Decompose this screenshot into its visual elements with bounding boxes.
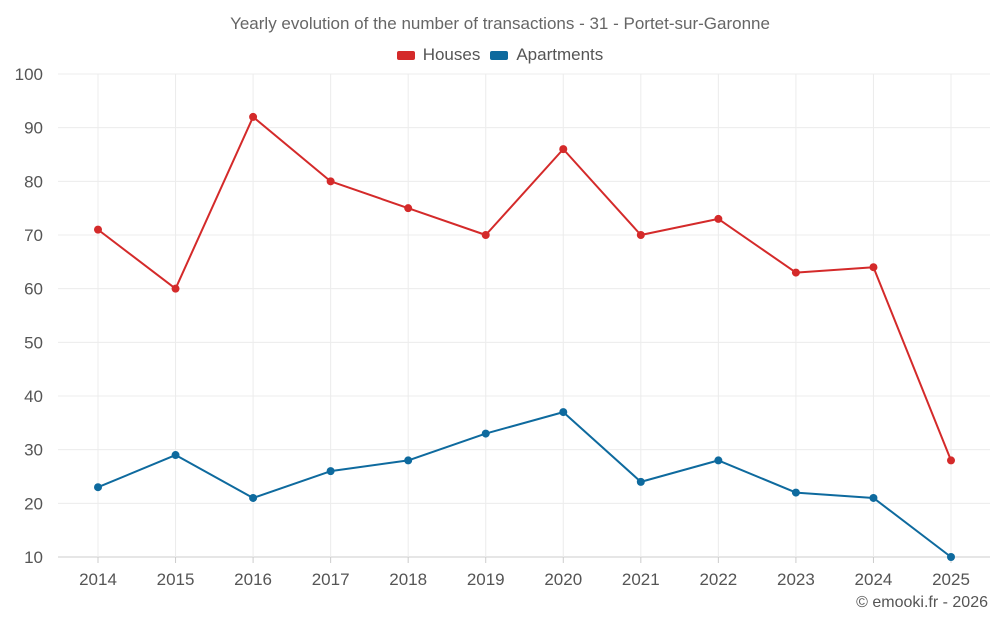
y-tick-label: 70 [24,226,43,245]
x-tick-label: 2021 [622,570,660,589]
legend: Houses Apartments [0,45,1000,65]
x-tick-label: 2025 [932,570,970,589]
data-point-apartments[interactable] [791,488,800,497]
data-point-apartments[interactable] [559,408,568,417]
data-point-apartments[interactable] [404,456,413,465]
legend-label-houses: Houses [422,45,481,64]
legend-label-apartments: Apartments [516,45,604,64]
data-point-apartments[interactable] [249,493,258,502]
data-point-houses[interactable] [791,268,800,277]
data-point-houses[interactable] [94,225,102,234]
x-tick-label: 2018 [389,570,427,589]
series-line-houses [97,115,952,461]
data-point-apartments[interactable] [171,451,180,460]
grid [58,73,990,558]
data-point-apartments[interactable] [636,477,645,486]
y-tick-label: 90 [24,119,43,138]
x-tick-label: 2017 [312,570,350,589]
data-point-houses[interactable] [326,177,335,186]
series-houses [94,112,955,465]
x-tick-label: 2020 [544,570,582,589]
legend-swatch-apartments [490,50,509,60]
x-tick-label: 2019 [467,570,505,589]
y-tick-label: 10 [24,548,43,567]
data-point-houses[interactable] [636,231,645,239]
y-tick-label: 50 [24,333,43,352]
data-point-houses[interactable] [404,204,413,213]
legend-swatch-houses [396,50,415,60]
data-point-houses[interactable] [869,263,878,272]
series-apartments [94,408,955,561]
series-line-apartments [97,411,952,558]
y-tick-label: 100 [15,65,43,84]
credit-text: © emooki.fr - 2026 [856,594,988,611]
data-point-apartments[interactable] [947,553,955,561]
legend-item-houses[interactable]: Houses [396,45,481,65]
x-tick-label: 2016 [234,570,272,589]
y-tick-label: 80 [24,172,43,191]
data-point-apartments[interactable] [94,483,102,492]
legend-item-apartments[interactable]: Apartments [490,45,603,65]
data-point-houses[interactable] [249,112,258,121]
data-point-apartments[interactable] [714,456,723,465]
x-tick-label: 2024 [855,570,893,589]
series-group [94,112,955,561]
data-point-houses[interactable] [171,284,180,293]
x-tick-label: 2015 [157,570,195,589]
x-tick-label: 2022 [699,570,737,589]
y-tick-label: 20 [24,494,43,513]
axes: 10 20 30 40 50 60 70 80 90 100 2014 2015 2016 2017 201… [15,65,970,589]
data-point-houses[interactable] [947,456,955,465]
data-point-apartments[interactable] [481,429,490,438]
data-point-apartments[interactable] [869,493,878,502]
data-point-apartments[interactable] [326,467,335,476]
data-point-houses[interactable] [714,214,723,223]
y-tick-label: 40 [24,387,43,406]
chart-title: Yearly evolution of the number of transa… [230,14,770,33]
x-tick-label: 2023 [777,570,815,589]
x-tick-label: 2014 [79,570,117,589]
y-tick-label: 30 [24,441,43,460]
data-point-houses[interactable] [559,145,568,154]
data-point-houses[interactable] [481,231,490,239]
y-tick-label: 60 [24,280,43,299]
